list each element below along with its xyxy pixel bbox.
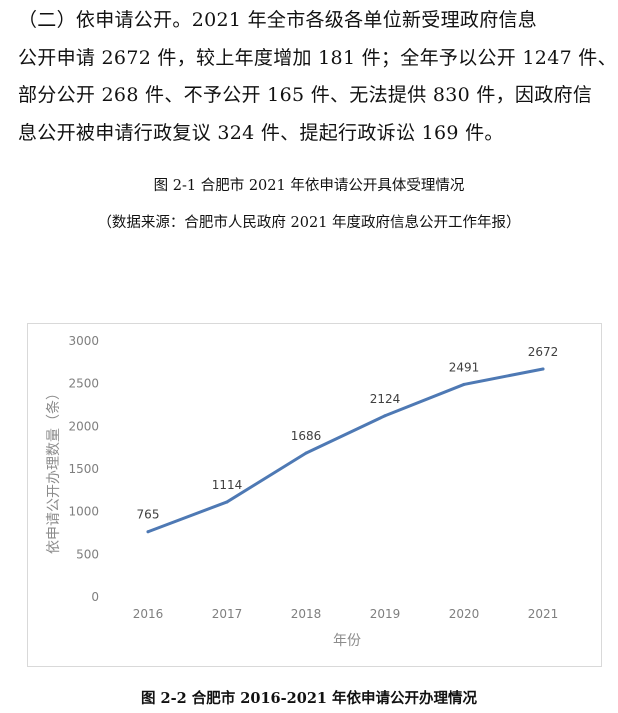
y-tick-label: 3000: [68, 334, 99, 348]
data-point: [225, 500, 229, 504]
x-tick-label: 2018: [291, 607, 322, 621]
x-axis-label: 年份: [333, 633, 361, 649]
y-tick-label: 1500: [68, 462, 99, 476]
figure1-caption: 图 2-1 合肥市 2021 年依申请公开具体受理情况: [153, 178, 465, 194]
y-tick-label: 2000: [68, 419, 99, 433]
paragraph-line: 息公开被申请行政复议 324 件、提起行政诉讼 169 件。: [18, 121, 504, 144]
data-label: 1114: [212, 478, 243, 492]
data-label: 2672: [528, 345, 559, 359]
line-chart-frame: [27, 323, 602, 667]
data-point: [383, 414, 387, 418]
data-label: 1686: [291, 429, 322, 443]
data-point: [304, 451, 308, 455]
paragraph-line: （二）依申请公开。2021 年全市各级各单位新受理政府信息: [18, 9, 538, 31]
data-label: 765: [137, 508, 160, 522]
series-line: [146, 367, 545, 534]
figure1-source-note: （数据来源：合肥市人民政府 2021 年度政府信息公开工作年报）: [97, 215, 521, 231]
paragraph-line: 部分公开 268 件、不予公开 165 件、无法提供 830 件，因政府信: [18, 84, 593, 106]
y-tick-label: 2500: [68, 377, 99, 391]
x-tick-label: 2016: [133, 607, 164, 621]
paragraph-line: 公开申请 2672 件，较上年度增加 181 件；全年予以公开 1247 件、: [18, 46, 617, 69]
data-point: [541, 367, 545, 371]
data-label: 2124: [370, 392, 401, 406]
y-tick-label: 1000: [68, 505, 99, 519]
data-point: [146, 530, 150, 534]
x-tick-label: 2021: [528, 607, 559, 621]
y-axis-label: 依申请公开办理数量（条）: [45, 386, 62, 554]
data-label: 2491: [449, 360, 480, 374]
x-tick-label: 2019: [370, 607, 401, 621]
x-tick-label: 2017: [212, 607, 243, 621]
data-point: [462, 382, 466, 386]
y-tick-label: 0: [91, 590, 99, 604]
body-paragraph: （二）依申请公开。2021 年全市各级各单位新受理政府信息 公开申请 2672 …: [18, 2, 617, 152]
figure2-caption: 图 2-2 合肥市 2016-2021 年依申请公开办理情况: [140, 690, 478, 707]
y-tick-label: 500: [76, 547, 99, 561]
x-tick-label: 2020: [449, 607, 480, 621]
